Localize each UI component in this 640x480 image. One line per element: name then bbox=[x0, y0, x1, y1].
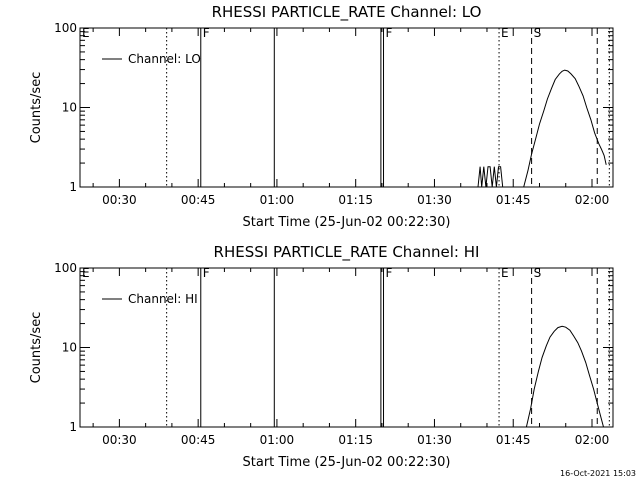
x-axis-label: Start Time (25-Jun-02 00:22:30) bbox=[243, 455, 451, 470]
y-axis-label: Counts/sec bbox=[29, 312, 44, 384]
y-axis-label: Counts/sec bbox=[29, 72, 44, 144]
x-tick-label: 01:00 bbox=[260, 433, 295, 447]
series-line bbox=[523, 69, 607, 188]
x-tick-label: 01:45 bbox=[496, 193, 531, 207]
x-tick-label: 02:00 bbox=[575, 193, 610, 207]
chart-title: RHESSI PARTICLE_RATE Channel: LO bbox=[212, 3, 482, 22]
event-marker-label: E bbox=[82, 26, 90, 40]
y-tick-label: 10 bbox=[62, 341, 77, 355]
legend-entry: Channel: HI bbox=[128, 292, 198, 306]
event-marker-label: E bbox=[501, 26, 509, 40]
y-tick-label: 100 bbox=[54, 261, 77, 275]
series-line bbox=[477, 166, 504, 188]
chart-title: RHESSI PARTICLE_RATE Channel: HI bbox=[214, 243, 480, 262]
x-tick-label: 01:00 bbox=[260, 193, 295, 207]
x-tick-label: 02:00 bbox=[575, 433, 610, 447]
event-marker-label: E bbox=[501, 266, 509, 280]
event-marker-label: S bbox=[534, 26, 542, 40]
y-tick-label: 100 bbox=[54, 21, 77, 35]
event-marker-label: E bbox=[82, 266, 90, 280]
x-tick-label: 01:15 bbox=[338, 433, 373, 447]
event-marker-label: F bbox=[386, 26, 393, 40]
footer-timestamp: 16-Oct-2021 15:03 bbox=[560, 469, 636, 478]
x-tick-label: 00:45 bbox=[181, 433, 216, 447]
lo-channel-panel: RHESSI PARTICLE_RATE Channel: LO 00:30 00:… bbox=[29, 3, 614, 230]
x-tick-label: 00:30 bbox=[102, 193, 137, 207]
hi-channel-panel: RHESSI PARTICLE_RATE Channel: HI 00:30 00:… bbox=[29, 243, 614, 470]
event-marker-label: F bbox=[386, 266, 393, 280]
x-tick-label: 01:15 bbox=[338, 193, 373, 207]
x-axis-label: Start Time (25-Jun-02 00:22:30) bbox=[243, 215, 451, 230]
x-tick-label: 00:30 bbox=[102, 433, 137, 447]
y-tick-label: 1 bbox=[69, 180, 77, 194]
legend-entry: Channel: LO bbox=[128, 52, 201, 66]
series-line bbox=[525, 325, 604, 428]
event-marker-label: F bbox=[203, 266, 210, 280]
y-tick-label: 10 bbox=[62, 101, 77, 115]
y-tick-label: 1 bbox=[69, 420, 77, 434]
x-tick-label: 00:45 bbox=[181, 193, 216, 207]
x-tick-label: 01:30 bbox=[417, 433, 452, 447]
x-tick-label: 01:45 bbox=[496, 433, 531, 447]
x-tick-label: 01:30 bbox=[417, 193, 452, 207]
event-marker-label: F bbox=[203, 26, 210, 40]
event-marker-label: S bbox=[534, 266, 542, 280]
